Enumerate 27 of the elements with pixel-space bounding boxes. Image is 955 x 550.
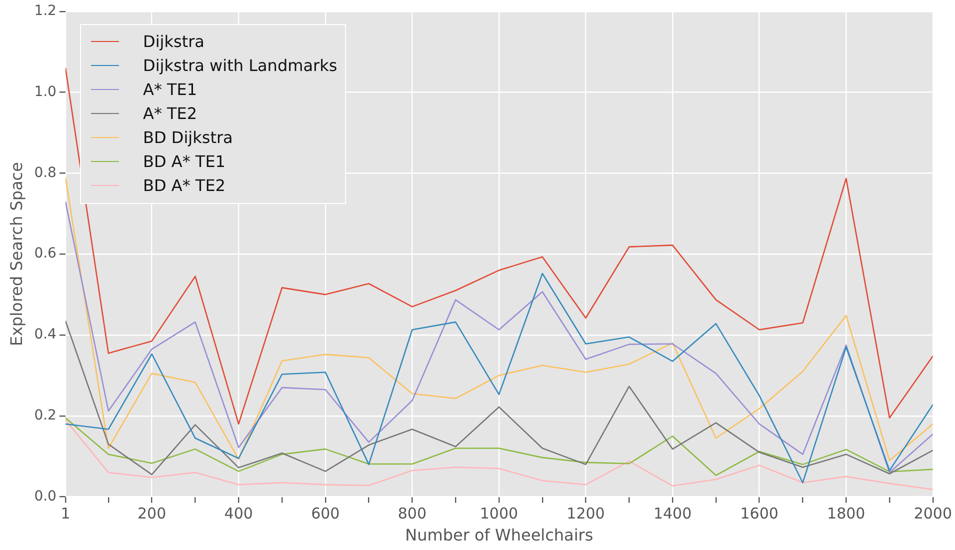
y-tick-label: 1.0 [34,84,56,100]
x-tick-label: 1400 [653,504,692,523]
x-tick-label: 1600 [740,504,778,523]
x-tick-label: 600 [311,504,340,523]
x-tick-label: 800 [398,504,427,523]
x-tick-label: 1000 [480,504,518,523]
legend-label: A* TE2 [143,104,198,122]
legend-label: BD A* TE2 [143,176,226,194]
legend-label: A* TE1 [143,80,198,98]
y-tick-label: 0.0 [34,488,56,504]
x-tick-label: 400 [224,504,253,523]
y-axis-title: Explored Search Space [6,162,26,346]
x-axis-title: Number of Wheelchairs [405,526,594,545]
y-tick-label: 0.6 [34,246,57,262]
legend-label: Dijkstra with Landmarks [143,56,338,74]
legend-label: Dijkstra [143,32,204,50]
legend-label: BD Dijkstra [143,128,233,146]
y-tick-label: 0.8 [34,164,56,181]
x-tick-label: 200 [138,504,166,523]
y-tick-label: 0.2 [34,408,56,424]
legend-label: BD A* TE1 [143,152,226,170]
x-tick-label: 1800 [827,504,866,523]
x-tick-label: 1 [60,504,70,523]
y-tick-label: 0.4 [34,326,57,343]
x-tick-label: 2000 [914,504,952,523]
x-tick-label: 1200 [566,504,605,523]
y-tick-label: 1.2 [34,3,56,20]
